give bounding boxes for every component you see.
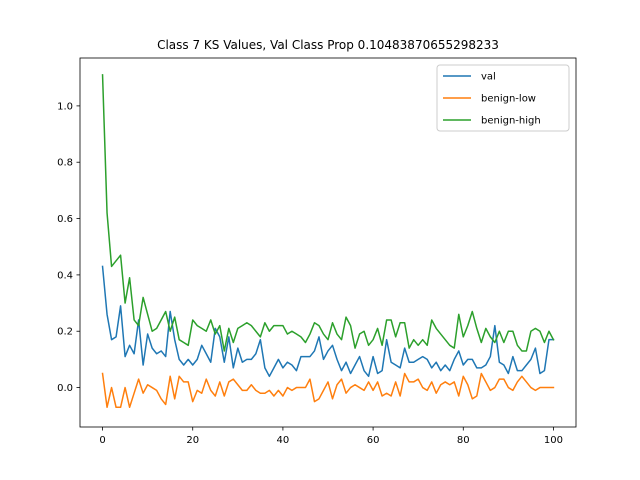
x-tick-label: 0 — [99, 435, 105, 446]
x-tick-label: 20 — [186, 435, 199, 446]
y-tick-label: 0.8 — [57, 158, 73, 169]
legend: val benign-low benign-high — [436, 64, 570, 132]
legend-label-val: val — [481, 72, 496, 83]
series-line-benign-high — [101, 74, 555, 352]
legend-label-benign-low: benign-low — [481, 94, 536, 105]
x-axis: 0 20 40 60 80 100 — [99, 427, 563, 446]
x-tick-label: 40 — [277, 435, 290, 446]
series-line-val — [101, 265, 555, 378]
legend-label-benign-high: benign-high — [481, 116, 541, 127]
x-tick-label: 80 — [457, 435, 470, 446]
y-tick-label: 1.0 — [57, 101, 73, 112]
chart-title: Class 7 KS Values, Val Class Prop 0.1048… — [157, 38, 499, 52]
x-tick-label: 60 — [367, 435, 380, 446]
y-tick-label: 0.4 — [57, 270, 73, 281]
x-tick-label: 100 — [544, 435, 563, 446]
y-axis: 0.0 0.2 0.4 0.6 0.8 1.0 — [57, 101, 80, 394]
plot-area-frame — [79, 57, 577, 428]
series-line-benign-low — [101, 372, 555, 409]
legend-frame — [436, 64, 570, 132]
y-tick-label: 0.2 — [57, 327, 73, 338]
y-tick-label: 0.6 — [57, 214, 73, 225]
series-layer — [101, 74, 555, 409]
y-tick-label: 0.0 — [57, 383, 73, 394]
